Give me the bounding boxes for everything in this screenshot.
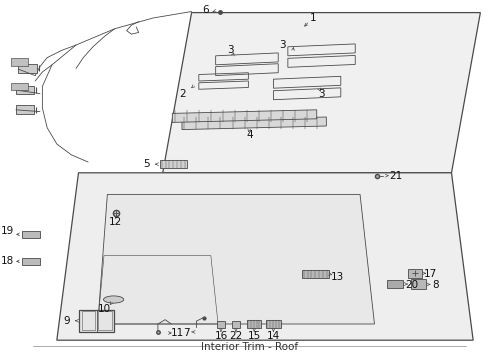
Bar [160,160,187,168]
Text: 8: 8 [432,280,439,290]
Text: 17: 17 [424,269,438,279]
Text: 13: 13 [330,272,343,282]
Bar [16,86,34,94]
Text: 4: 4 [246,130,253,140]
Bar [232,321,240,328]
Text: 3: 3 [318,89,325,99]
Polygon shape [163,13,480,173]
Bar [411,279,426,289]
Text: 2: 2 [180,89,186,99]
Text: 20: 20 [405,280,418,290]
Text: 1: 1 [310,13,317,23]
Polygon shape [172,110,317,122]
Text: 10: 10 [98,304,111,314]
Bar [247,320,261,328]
Text: 3: 3 [279,40,285,50]
Text: 12: 12 [109,217,122,228]
Text: 22: 22 [229,330,243,341]
Polygon shape [11,58,28,66]
Ellipse shape [103,296,124,303]
Bar [82,311,96,330]
Polygon shape [11,83,28,90]
Text: 21: 21 [390,171,403,181]
Bar [18,64,37,73]
Text: 6: 6 [202,5,208,15]
Text: 9: 9 [63,316,70,326]
Polygon shape [57,173,473,340]
Polygon shape [98,194,374,324]
Bar [22,231,41,238]
Bar [79,310,114,332]
Bar [217,321,225,328]
Text: 16: 16 [214,330,227,341]
Bar [302,270,329,278]
Text: 15: 15 [247,330,261,341]
Text: Interior Trim - Roof: Interior Trim - Roof [201,342,298,352]
Bar [387,280,403,288]
Bar [22,258,41,265]
Text: 14: 14 [267,330,280,341]
Text: 5: 5 [143,159,149,169]
Polygon shape [182,117,326,130]
Text: 18: 18 [1,256,15,266]
Text: 19: 19 [1,226,15,236]
Bar [16,105,34,114]
Text: 7: 7 [183,328,190,338]
Bar [408,269,422,278]
Bar [98,311,112,330]
Text: 11: 11 [171,328,184,338]
Bar [266,320,281,328]
Text: 3: 3 [227,45,233,55]
